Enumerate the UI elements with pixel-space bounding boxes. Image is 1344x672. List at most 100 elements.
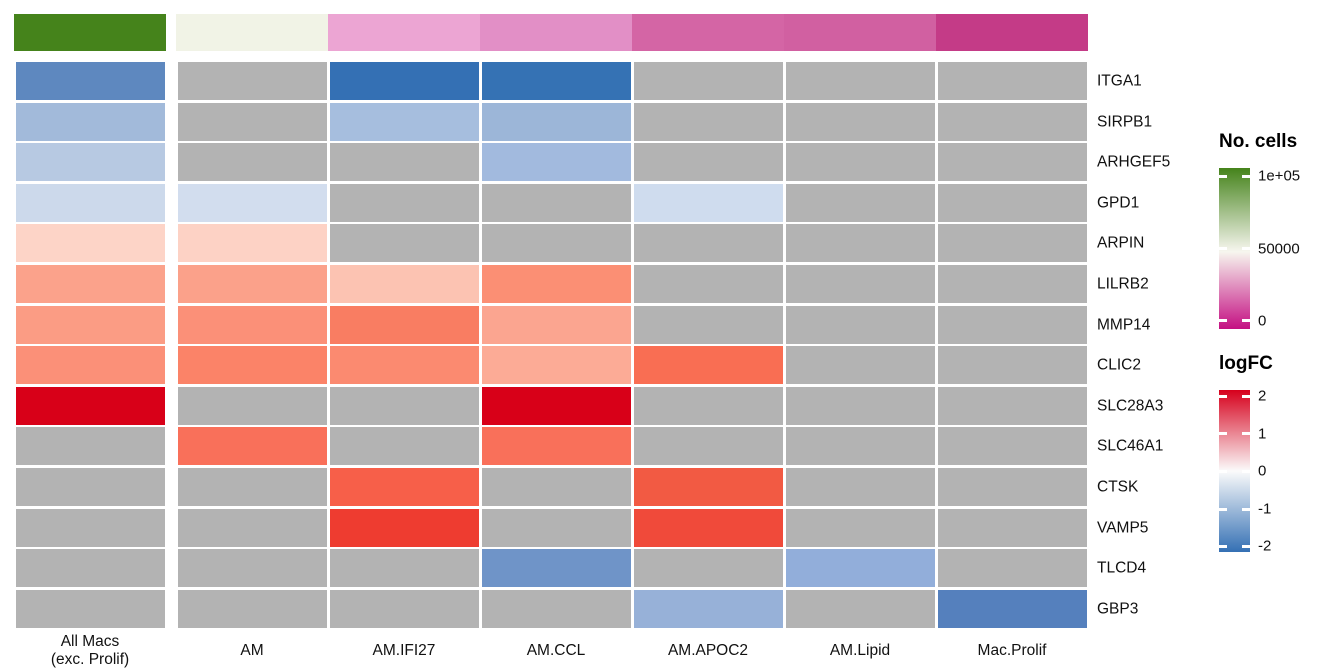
legend-tick-mark xyxy=(1219,469,1227,473)
legend-tick-mark xyxy=(1219,544,1227,548)
heatmap-cell xyxy=(937,224,1087,263)
heatmap-cell xyxy=(785,468,935,506)
heatmap-cell xyxy=(15,589,165,628)
heatmap-cell xyxy=(633,62,783,100)
heatmap-cell xyxy=(481,386,631,425)
heatmap-cell xyxy=(481,427,631,466)
column-label: AM.CCL xyxy=(526,642,586,660)
heatmap-cell xyxy=(633,468,783,506)
heatmap-cell xyxy=(329,386,479,425)
heatmap-cell xyxy=(481,102,631,141)
gene-label: CTSK xyxy=(1097,478,1139,496)
heatmap-cell xyxy=(481,183,631,222)
heatmap-cell xyxy=(329,143,479,182)
heatmap-cell xyxy=(329,62,479,100)
heatmap-cell xyxy=(633,102,783,141)
heatmap-cell xyxy=(177,102,327,141)
gene-label: GBP3 xyxy=(1097,600,1139,618)
column-label: AM.APOC2 xyxy=(667,642,749,660)
heatmap-cell xyxy=(481,305,631,344)
heatmap-cell xyxy=(481,143,631,182)
heatmap-cell xyxy=(481,62,631,100)
legend-logfc-title: logFC xyxy=(1219,353,1273,374)
heatmap-cell xyxy=(633,143,783,182)
heatmap-cell xyxy=(177,224,327,263)
gene-label: CLIC2 xyxy=(1097,356,1141,374)
heatmap-cell xyxy=(329,265,479,303)
legend-no-cells: No. cells 1e+05 50000 0 xyxy=(1219,132,1344,344)
heatmap-cell xyxy=(177,468,327,506)
heatmap-cell xyxy=(481,224,631,263)
gene-label: TLCD4 xyxy=(1097,559,1147,577)
heatmap-cell xyxy=(481,549,631,588)
legend-tick-mark xyxy=(1242,469,1250,473)
gene-label: ARPIN xyxy=(1097,234,1145,252)
column-label: Mac.Prolif xyxy=(977,642,1047,660)
column-label: All Macs (exc. Prolif) xyxy=(50,633,130,668)
heatmap-cell xyxy=(15,346,165,385)
heatmap-cell xyxy=(15,224,165,263)
heatmap-cell xyxy=(937,346,1087,385)
heatmap-cell xyxy=(785,143,935,182)
heatmap-cell xyxy=(633,508,783,547)
legend-tick-mark xyxy=(1219,507,1227,511)
annotation-no-cells-segment xyxy=(328,14,480,51)
heatmap-cell xyxy=(329,508,479,547)
heatmap-cell xyxy=(785,589,935,628)
legend-tick-mark xyxy=(1242,394,1250,398)
heatmap-cell xyxy=(329,589,479,628)
heatmap-cell xyxy=(15,102,165,141)
heatmap-cell xyxy=(329,183,479,222)
annotation-no-cells-segment xyxy=(480,14,632,51)
heatmap-cell xyxy=(177,346,327,385)
heatmap-cell xyxy=(785,508,935,547)
legend-tick-mark xyxy=(1242,247,1250,250)
heatmap-cell xyxy=(633,589,783,628)
heatmap-cell xyxy=(177,305,327,344)
legend-no-cells-title: No. cells xyxy=(1219,131,1298,152)
legend-tick-mark xyxy=(1219,174,1227,178)
annotation-no-cells-segment xyxy=(176,14,328,51)
heatmap-cell xyxy=(15,468,165,506)
legend-tick-mark xyxy=(1219,394,1227,398)
heatmap-cell xyxy=(785,102,935,141)
heatmap-cell xyxy=(177,589,327,628)
heatmap-cell xyxy=(633,549,783,588)
gene-label: ITGA1 xyxy=(1097,72,1142,90)
legend-tick-mark xyxy=(1242,174,1250,178)
heatmap-cell xyxy=(481,265,631,303)
annotation-no-cells-segment xyxy=(14,14,166,51)
heatmap-cell xyxy=(937,386,1087,425)
heatmap-cell xyxy=(329,305,479,344)
legend-tick-mark xyxy=(1219,432,1227,436)
heatmap-cell xyxy=(633,346,783,385)
heatmap-cell xyxy=(937,265,1087,303)
legend-tick-label: 0 xyxy=(1258,462,1267,480)
heatmap-cell xyxy=(329,427,479,466)
heatmap-cell xyxy=(15,62,165,100)
heatmap-cell xyxy=(937,589,1087,628)
legend-tick-label: -1 xyxy=(1258,500,1272,518)
heatmap-cell xyxy=(785,305,935,344)
heatmap-cell xyxy=(177,549,327,588)
heatmap-cell xyxy=(177,508,327,547)
heatmap-cell xyxy=(15,549,165,588)
legend-tick-label: 1 xyxy=(1258,425,1267,443)
column-label: AM.Lipid xyxy=(829,642,891,660)
legend-tick-label: 50000 xyxy=(1258,240,1300,257)
heatmap-cell xyxy=(329,549,479,588)
legend-logfc: logFC 2 1 0 -1 -2 xyxy=(1219,354,1344,566)
legend-tick-mark xyxy=(1219,247,1227,250)
column-label: AM xyxy=(240,642,264,660)
gene-label: SIRPB1 xyxy=(1097,112,1153,130)
legend-tick-mark xyxy=(1242,544,1250,548)
heatmap-cell xyxy=(785,183,935,222)
heatmap-cell xyxy=(937,508,1087,547)
heatmap-cell xyxy=(481,346,631,385)
heatmap-cell xyxy=(633,386,783,425)
gene-label: VAMP5 xyxy=(1097,518,1149,536)
heatmap-cell xyxy=(785,427,935,466)
heatmap-cell xyxy=(937,183,1087,222)
heatmap-cell xyxy=(15,265,165,303)
